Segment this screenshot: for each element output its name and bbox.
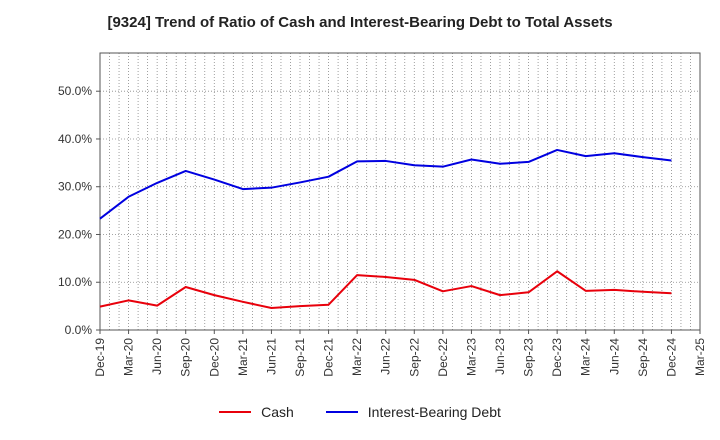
y-tick-label: 50.0% bbox=[58, 84, 92, 98]
series-layer bbox=[99, 148, 672, 310]
x-tick-label: Jun-24 bbox=[607, 338, 621, 375]
x-tick-label: Sep-22 bbox=[407, 338, 421, 377]
legend-swatch bbox=[219, 411, 252, 413]
x-tick-label: Sep-23 bbox=[522, 338, 536, 377]
chart-title: [9324] Trend of Ratio of Cash and Intere… bbox=[107, 14, 613, 31]
x-tick-label: Jun-20 bbox=[150, 338, 164, 375]
x-tick-label: Dec-22 bbox=[436, 338, 450, 377]
series-line-interest-bearing-debt bbox=[99, 148, 672, 220]
y-tick-label: 20.0% bbox=[58, 227, 92, 241]
legend-label: Cash bbox=[261, 404, 294, 420]
legend-label: Interest-Bearing Debt bbox=[367, 404, 501, 420]
x-tick-label: Jun-22 bbox=[379, 338, 393, 375]
legend-item-interest-bearing-debt: Interest-Bearing Debt bbox=[325, 404, 501, 420]
legend: Cash Interest-Bearing Debt bbox=[0, 404, 720, 420]
x-tick-label: Dec-24 bbox=[664, 338, 678, 377]
axis-layer: 0.0% 10.0% 20.0% 30.0% 40.0% 50.0% Dec-19 Mar-2… bbox=[58, 52, 707, 377]
x-tick-label: Mar-25 bbox=[693, 338, 707, 376]
x-tick-label: Sep-24 bbox=[636, 338, 650, 377]
x-tick-label: Sep-21 bbox=[293, 338, 307, 377]
y-tick-label: 0.0% bbox=[65, 323, 93, 337]
x-tick-label: Sep-20 bbox=[179, 338, 193, 377]
x-tick-label: Dec-21 bbox=[322, 338, 336, 377]
x-tick-label: Mar-20 bbox=[122, 338, 136, 376]
y-tick-label: 10.0% bbox=[58, 275, 92, 289]
plot-frame bbox=[99, 52, 701, 331]
legend-item-cash: Cash bbox=[219, 404, 294, 420]
x-tick-label: Mar-21 bbox=[236, 338, 250, 376]
legend-swatch bbox=[325, 411, 358, 413]
x-tick-label: Mar-24 bbox=[579, 338, 593, 376]
x-tick-label: Mar-23 bbox=[464, 338, 478, 376]
y-tick-label: 40.0% bbox=[58, 132, 92, 146]
x-tick-label: Dec-20 bbox=[207, 338, 221, 377]
x-tick-label: Dec-19 bbox=[93, 338, 107, 377]
y-tick-label: 30.0% bbox=[58, 180, 92, 194]
x-tick-label: Mar-22 bbox=[350, 338, 364, 376]
x-tick-label: Dec-23 bbox=[550, 338, 564, 377]
x-tick-label: Jun-21 bbox=[264, 338, 278, 375]
x-tick-label: Jun-23 bbox=[493, 338, 507, 375]
